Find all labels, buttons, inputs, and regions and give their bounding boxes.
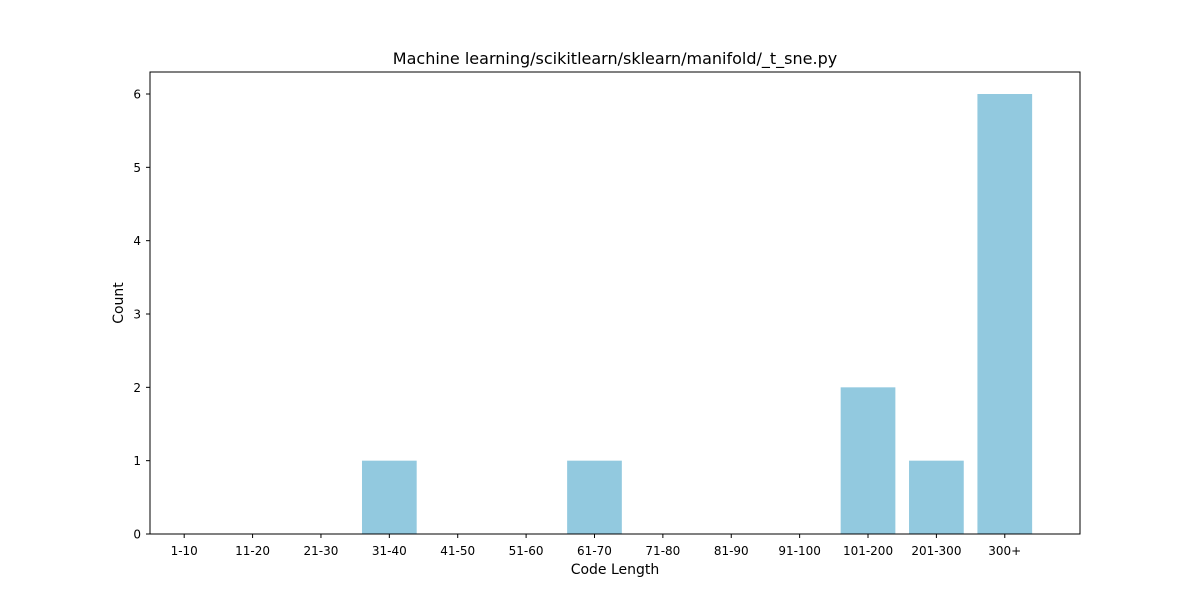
x-tick-label: 201-300 — [911, 544, 961, 558]
y-tick-label: 6 — [133, 88, 141, 102]
x-tick-label: 41-50 — [440, 544, 475, 558]
x-axis: 1-10 11-20 21-30 31-40 41-50 51-60 61-70 71-80 8… — [171, 534, 1021, 558]
x-tick-label: 81-90 — [714, 544, 749, 558]
plot-frame — [149, 71, 1081, 535]
y-axis: 0 1 2 3 4 5 6 — [133, 88, 150, 542]
x-tick-label: 21-30 — [304, 544, 339, 558]
bar-201-300 — [909, 460, 964, 534]
x-tick-label: 300+ — [988, 544, 1021, 558]
x-tick-label: 1-10 — [171, 544, 198, 558]
y-tick-label: 5 — [133, 161, 141, 175]
y-tick-label: 0 — [133, 528, 141, 542]
bar-300+ — [977, 94, 1033, 534]
x-tick-label: 101-200 — [843, 544, 893, 558]
y-tick-label: 1 — [133, 454, 141, 468]
y-axis-label: Count — [111, 282, 127, 324]
x-tick-label: 91-100 — [778, 544, 821, 558]
y-tick-label: 4 — [133, 234, 141, 248]
bar-61-70 — [567, 460, 622, 534]
x-tick-label: 71-80 — [645, 544, 680, 558]
x-tick-label: 11-20 — [235, 544, 270, 558]
y-tick-label: 3 — [133, 308, 141, 322]
x-tick-label: 61-70 — [577, 544, 612, 558]
bar-101-200 — [840, 387, 896, 534]
chart-title: Machine learning/scikitlearn/sklearn/man… — [393, 49, 837, 69]
y-tick-label: 2 — [133, 381, 141, 395]
x-tick-label: 31-40 — [372, 544, 407, 558]
bar-31-40 — [361, 460, 417, 534]
x-tick-label: 51-60 — [509, 544, 544, 558]
bars-group — [361, 94, 1033, 534]
x-axis-label: Code Length — [571, 562, 660, 578]
